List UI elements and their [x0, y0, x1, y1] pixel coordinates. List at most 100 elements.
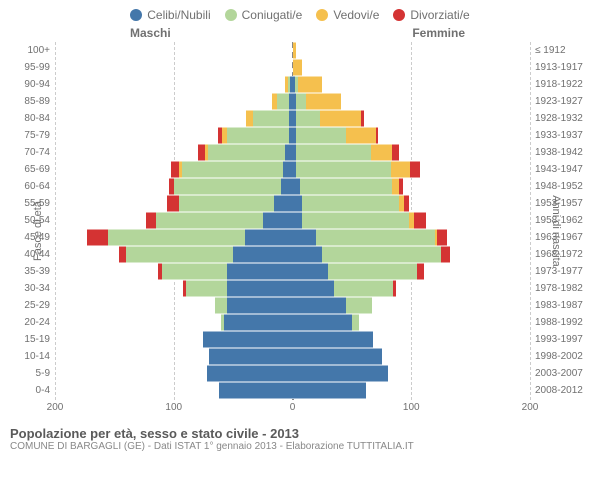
female-bar	[293, 127, 531, 144]
segment-divorced	[441, 246, 451, 263]
age-label: 60-64	[0, 178, 50, 195]
male-bar	[55, 212, 293, 229]
chart-footer: Popolazione per età, sesso e stato civil…	[0, 420, 600, 452]
segment-married	[253, 110, 289, 127]
male-bar	[55, 365, 293, 382]
age-label: 90-94	[0, 76, 50, 93]
male-bar	[55, 178, 293, 195]
male-bar	[55, 331, 293, 348]
segment-single	[207, 365, 293, 382]
segment-single	[283, 161, 293, 178]
birth-year-label: 1973-1977	[535, 263, 600, 280]
male-bar	[55, 76, 293, 93]
birth-year-label: 1918-1922	[535, 76, 600, 93]
age-label: 100+	[0, 42, 50, 59]
pyramid-bars	[55, 42, 530, 400]
legend-swatch	[393, 9, 405, 21]
birth-year-label: 1988-1992	[535, 314, 600, 331]
segment-single	[293, 229, 317, 246]
birth-year-label: 1913-1917	[535, 59, 600, 76]
segment-single	[233, 246, 292, 263]
segment-widowed	[293, 59, 303, 76]
age-label: 5-9	[0, 365, 50, 382]
birth-year-label: 1998-2002	[535, 348, 600, 365]
birth-year-label: 1953-1957	[535, 195, 600, 212]
pyramid-row	[55, 280, 530, 297]
pyramid-row	[55, 297, 530, 314]
male-bar	[55, 229, 293, 246]
pyramid-row	[55, 195, 530, 212]
pyramid-row	[55, 144, 530, 161]
female-bar	[293, 229, 531, 246]
male-bar	[55, 297, 293, 314]
segment-married	[208, 144, 285, 161]
male-bar	[55, 59, 293, 76]
plot-area: Fasce di età Anni di nascita 100+95-9990…	[0, 42, 600, 420]
female-bar	[293, 42, 531, 59]
female-bar	[293, 297, 531, 314]
birth-year-labels: ≤ 19121913-19171918-19221923-19271928-19…	[535, 42, 600, 400]
segment-single	[293, 297, 346, 314]
segment-married	[277, 93, 289, 110]
segment-married	[296, 110, 320, 127]
segment-single	[293, 331, 374, 348]
segment-single	[293, 263, 329, 280]
segment-divorced	[146, 212, 156, 229]
population-pyramid-chart: Celibi/NubiliConiugati/eVedovi/eDivorzia…	[0, 0, 600, 500]
legend-label: Divorziati/e	[410, 8, 469, 22]
birth-year-label: 2003-2007	[535, 365, 600, 382]
birth-year-label: 1968-1972	[535, 246, 600, 263]
segment-married	[296, 161, 391, 178]
female-bar	[293, 331, 531, 348]
female-bar	[293, 263, 531, 280]
female-bar	[293, 178, 531, 195]
segment-married	[108, 229, 245, 246]
segment-divorced	[119, 246, 126, 263]
age-label: 20-24	[0, 314, 50, 331]
birth-year-label: 1948-1952	[535, 178, 600, 195]
segment-single	[224, 314, 293, 331]
female-bar	[293, 144, 531, 161]
pyramid-row	[55, 365, 530, 382]
segment-married	[316, 229, 435, 246]
female-bar	[293, 212, 531, 229]
segment-single	[227, 263, 292, 280]
segment-divorced	[410, 161, 420, 178]
female-bar	[293, 110, 531, 127]
pyramid-row	[55, 212, 530, 229]
x-tick: 0	[290, 402, 296, 413]
male-bar	[55, 195, 293, 212]
segment-married	[346, 297, 372, 314]
male-bar	[55, 246, 293, 263]
birth-year-label: 2008-2012	[535, 382, 600, 399]
pyramid-row	[55, 76, 530, 93]
segment-married	[296, 127, 346, 144]
age-label: 25-29	[0, 297, 50, 314]
x-tick: 200	[522, 402, 539, 413]
segment-married	[156, 212, 263, 229]
female-bar	[293, 59, 531, 76]
segment-divorced	[87, 229, 108, 246]
age-label: 95-99	[0, 59, 50, 76]
segment-single	[293, 212, 303, 229]
age-label: 50-54	[0, 212, 50, 229]
pyramid-row	[55, 110, 530, 127]
pyramid-row	[55, 348, 530, 365]
segment-single	[203, 331, 292, 348]
birth-year-label: 1993-1997	[535, 331, 600, 348]
segment-married	[296, 144, 371, 161]
pyramid-row	[55, 59, 530, 76]
pyramid-row	[55, 178, 530, 195]
age-label: 55-59	[0, 195, 50, 212]
female-bar	[293, 76, 531, 93]
female-bar	[293, 280, 531, 297]
segment-widowed	[298, 76, 322, 93]
segment-widowed	[391, 161, 410, 178]
segment-single	[293, 348, 382, 365]
female-bar	[293, 348, 531, 365]
segment-divorced	[404, 195, 409, 212]
age-labels: 100+95-9990-9485-8980-8475-7970-7465-696…	[0, 42, 50, 400]
male-bar	[55, 348, 293, 365]
segment-married	[174, 178, 281, 195]
segment-widowed	[293, 42, 297, 59]
